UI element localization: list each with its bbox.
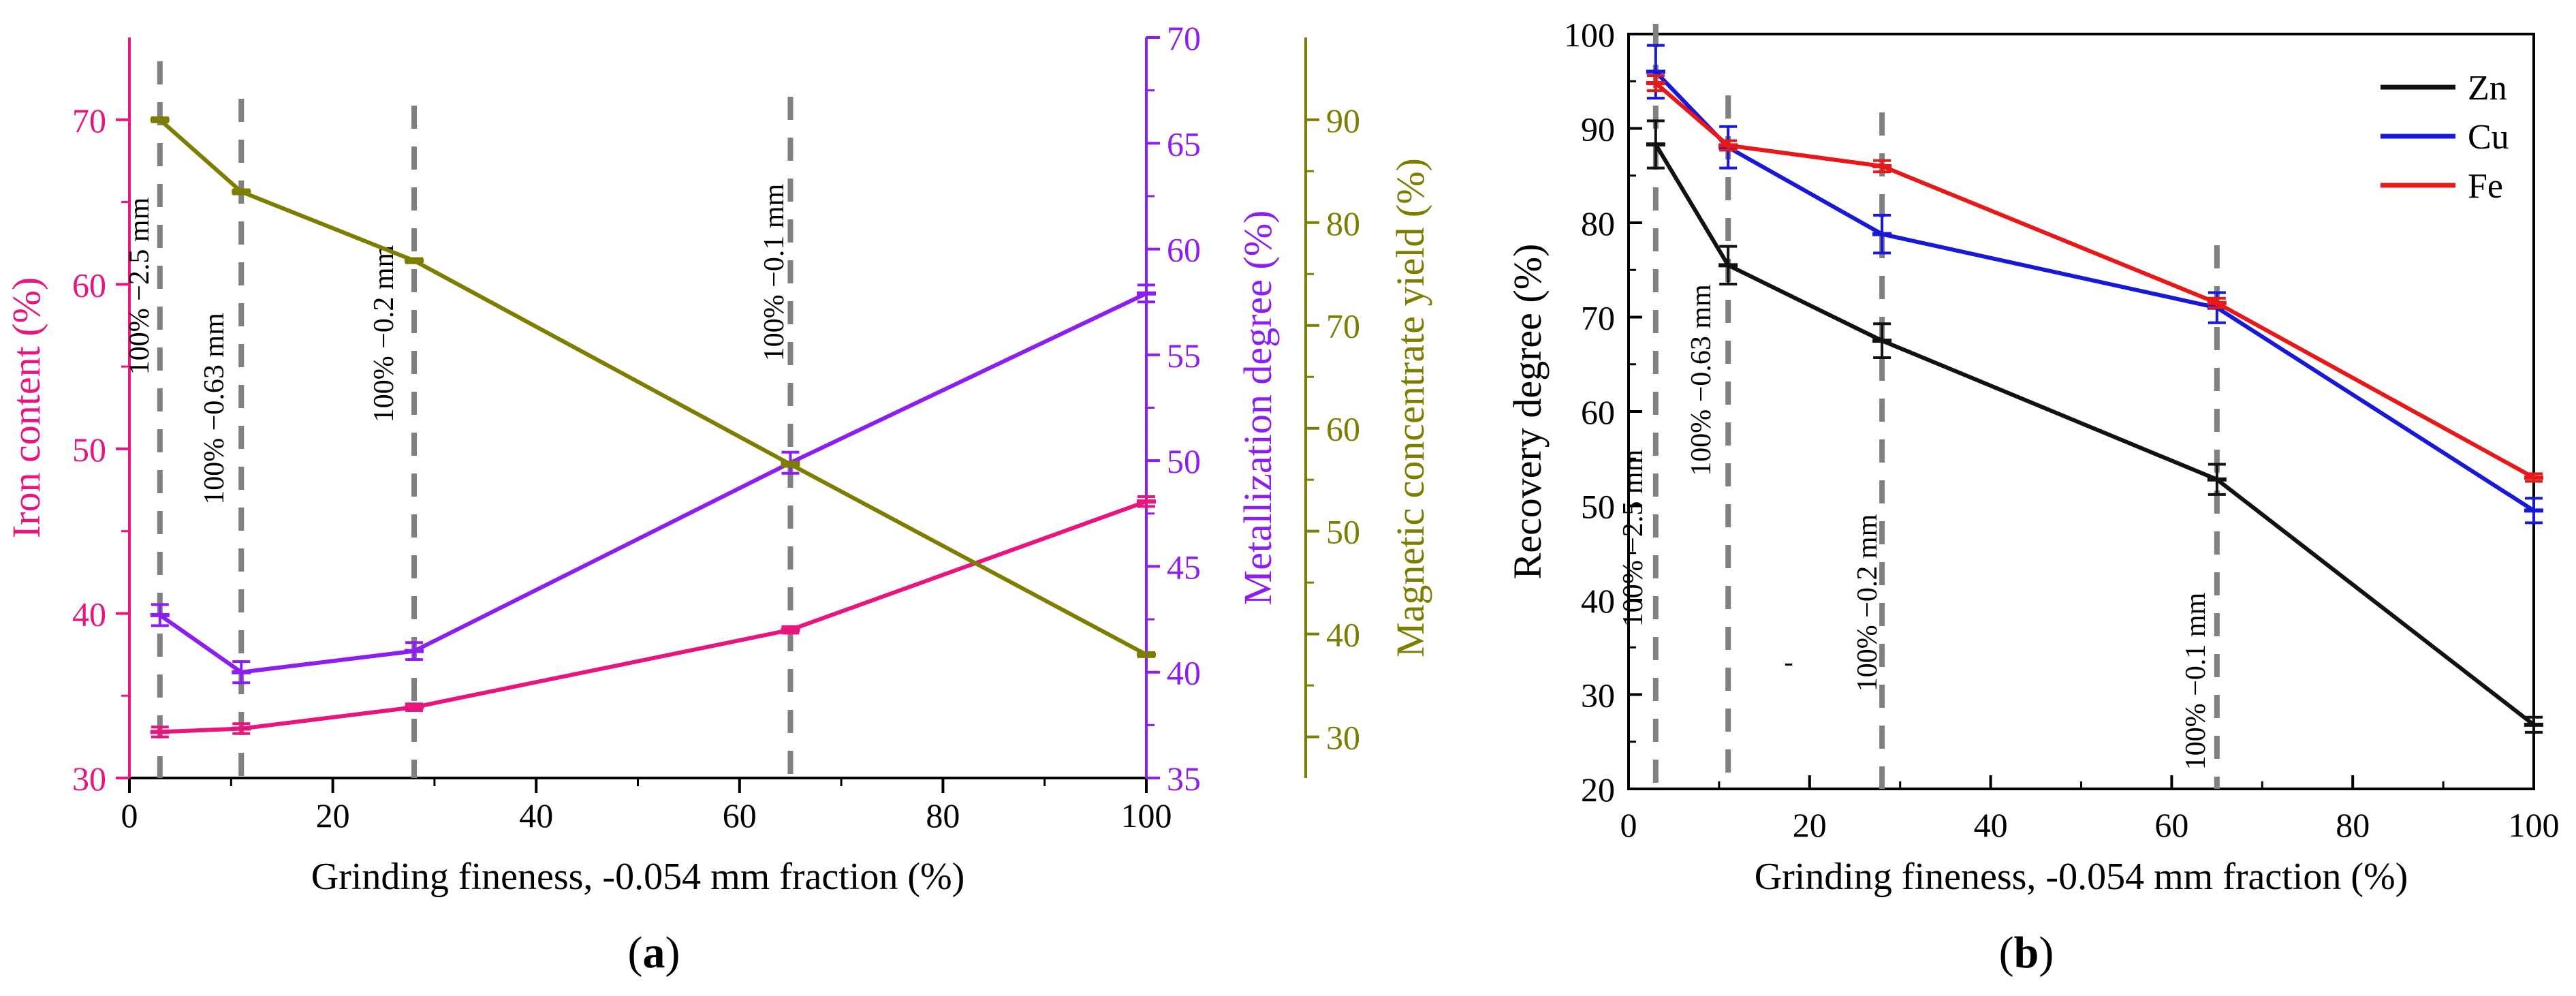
series-line-metallization-degree [159,292,1148,674]
y-tick-label-yield: 30 [1326,719,1360,757]
x-tick-label: 60 [723,796,757,835]
stray-mark: - [1784,647,1793,677]
y-axis-label-metal: Metallization degree (%) [1236,211,1280,606]
y-tick-label: 90 [1581,110,1615,149]
panel-a: 0 20 40 60 80 100 Grinding fineness, -0.054 mm… [4,19,1432,898]
vline-label: 100% −0.2 mm [368,245,400,422]
y-tick-label-metal: 60 [1167,231,1201,269]
series-line-magnetic-concentrate-yield [158,118,1148,657]
y-tick-label-metal: 35 [1167,760,1201,798]
y-tick-label: 100 [1564,16,1615,54]
y-tick-label-iron: 30 [72,760,106,798]
x-tick-label: 0 [1620,806,1637,844]
legend-label-zn: Zn [2468,69,2507,108]
y-tick-label-metal: 40 [1167,654,1201,692]
y-tick-label-metal: 65 [1167,125,1201,163]
y-axis-label-yield: Magnetic concentrate yield (%) [1388,158,1432,657]
legend: Zn Cu Fe [2381,69,2509,206]
y-tick-label-metal: 70 [1167,19,1201,57]
vline-label: 100% −0.63 mm [199,313,230,505]
y-tick-label-metal: 45 [1167,548,1201,586]
y-axis-label-iron: Iron content (%) [4,277,48,538]
x-tick-label: 40 [1974,806,2008,844]
panel-b-label: (b) [1999,928,2054,978]
y-tick-label-iron: 60 [72,266,106,304]
plot-frame [1627,33,2535,790]
vline-label: 100% −0.1 mm [759,183,790,361]
vline-label: 100% −2.5 mm [1618,449,1649,627]
x-tick-label: 100 [1121,796,1172,835]
legend-label-cu: Cu [2468,118,2509,157]
y-tick-label: 20 [1581,771,1615,809]
y-axis-label: Recovery degree (%) [1505,244,1550,580]
panel-a-label: (a) [628,928,680,978]
x-tick-label: 80 [926,796,960,835]
x-tick-label: 20 [316,796,350,835]
y-tick-label: 80 [1581,204,1615,243]
y-tick-label-yield: 40 [1326,616,1360,654]
vline-label: 100% −0.2 mm [1852,514,1883,691]
x-tick-label: 0 [121,796,138,835]
vline-label: 100% −2.5 mm [124,197,155,375]
legend-label-fe: Fe [2468,167,2503,206]
y-tick-label-metal: 55 [1167,337,1201,375]
panel-a-letter: a [643,928,665,978]
series-line-zn [1654,143,2535,727]
x-tick-label: 100 [2509,806,2560,844]
vline-label: 100% −0.1 mm [2180,592,2212,770]
y-tick-label-iron: 50 [72,431,106,469]
vline-label: 100% −0.63 mm [1686,284,1717,476]
y-tick-label: 50 [1581,488,1615,526]
y-tick-label: 70 [1581,299,1615,337]
y-tick-label: 30 [1581,676,1615,715]
x-tick-label: 20 [1793,806,1827,844]
panel-b-letter: b [2014,928,2039,978]
x-tick-label: 80 [2336,806,2370,844]
y-tick-label-yield: 60 [1326,410,1360,448]
y-tick-label-yield: 50 [1326,513,1360,551]
y-tick-label-yield: 80 [1326,204,1360,243]
y-tick-label-iron: 40 [72,595,106,633]
y-tick-label-yield: 90 [1326,102,1360,140]
y-tick-label: 40 [1581,582,1615,620]
y-tick-label-yield: 70 [1326,307,1360,345]
y-tick-label-iron: 70 [72,102,106,140]
x-axis-label: Grinding fineness, -0.054 mm fraction (%… [311,856,965,898]
x-tick-label: 40 [519,796,553,835]
series-line-iron-content [159,499,1148,734]
x-axis-label: Grinding fineness, -0.054 mm fraction (%… [1755,856,2408,898]
x-tick-label: 60 [2154,806,2188,844]
y-tick-label-metal: 50 [1167,442,1201,480]
y-tick-label: 60 [1581,393,1615,431]
